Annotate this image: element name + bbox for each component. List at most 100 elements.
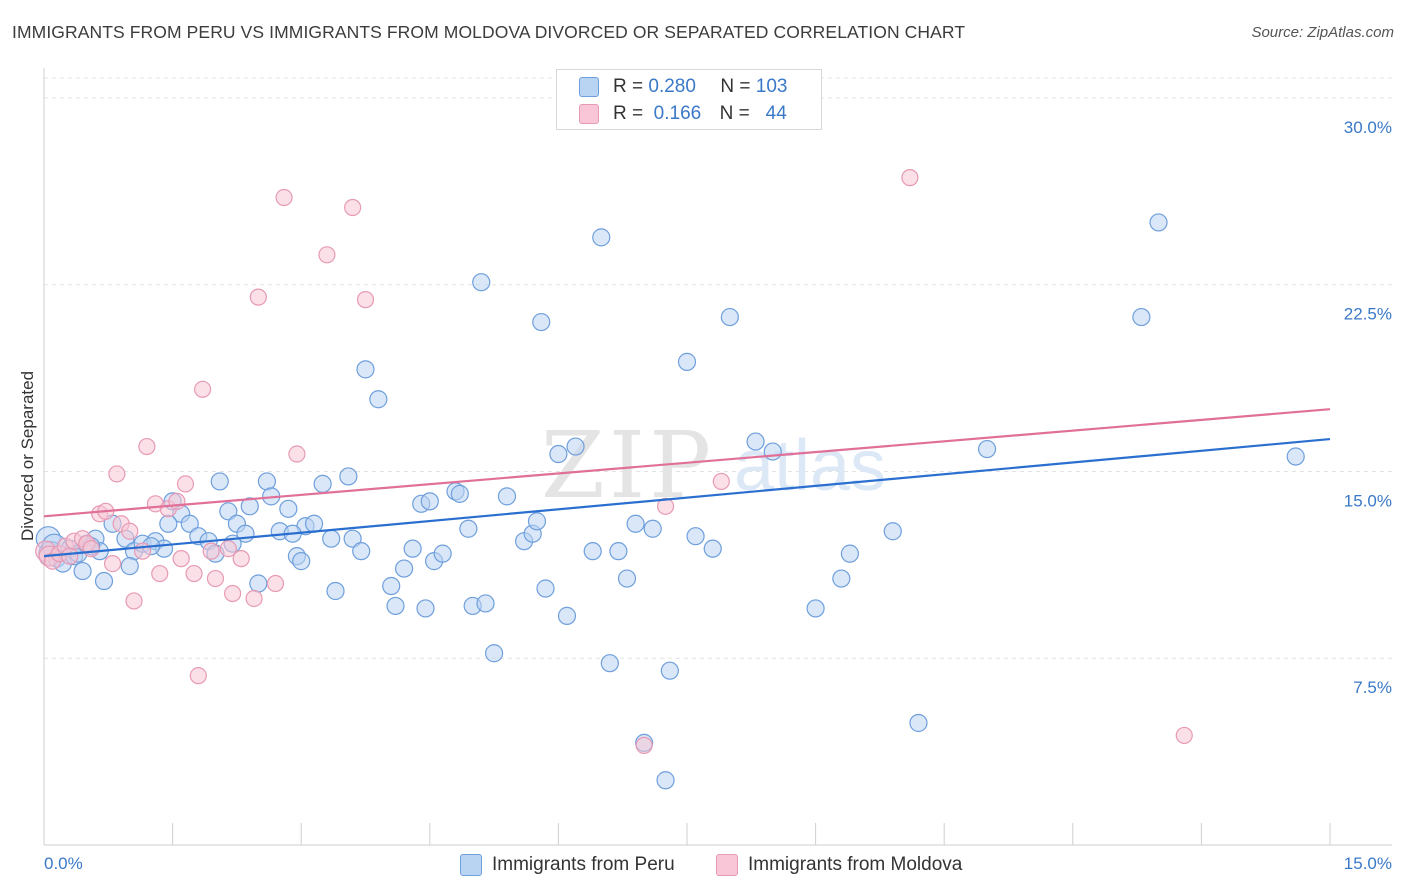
peru-point: [180, 514, 199, 533]
peru-point: [656, 771, 675, 790]
moldova-point: [194, 380, 212, 398]
peru-point: [536, 579, 555, 598]
moldova-point: [168, 492, 186, 510]
peru-point: [339, 467, 358, 486]
x-tick-label: 15.0%: [1344, 854, 1392, 873]
peru-legend-label: Immigrants from Peru: [492, 854, 675, 875]
moldova-point: [712, 472, 730, 491]
peru-point: [806, 599, 825, 618]
peru-point: [485, 644, 504, 663]
peru-point: [416, 599, 435, 618]
peru-point: [549, 444, 568, 464]
moldova-point: [138, 437, 156, 456]
peru-point: [1132, 307, 1151, 327]
peru-point: [433, 544, 452, 563]
peru-point: [257, 472, 277, 491]
peru-points: [35, 213, 1305, 790]
peru-point: [660, 661, 679, 680]
grid-lines: [44, 77, 1392, 659]
moldova-point: [176, 475, 195, 493]
peru-point: [832, 569, 851, 588]
peru-point: [292, 552, 311, 571]
moldova-point: [103, 555, 122, 573]
legend-item-moldova: Immigrants from Moldova: [716, 852, 962, 878]
source-credit: Source: ZipAtlas.com: [1251, 24, 1394, 41]
legend-row-moldova: R = 0.166 N = 44: [579, 102, 787, 126]
moldova-r-value: 0.166: [653, 103, 702, 124]
peru-point: [643, 519, 662, 538]
correlation-legend: R = 0.280 N = 103 R = 0.166 N = 44: [556, 69, 822, 130]
peru-point: [343, 529, 362, 548]
peru-point: [746, 432, 765, 451]
peru-point: [557, 606, 577, 625]
moldova-point: [185, 564, 203, 583]
x-tick-label: 0.0%: [44, 854, 83, 873]
peru-r-value: 0.280: [648, 76, 696, 97]
peru-point: [326, 581, 345, 601]
peru-point: [497, 487, 517, 506]
peru-point: [609, 542, 628, 561]
peru-point: [356, 360, 375, 379]
moldova-legend-swatch: [716, 854, 738, 876]
peru-point: [240, 497, 259, 516]
peru-point: [1149, 213, 1168, 232]
axes: [43, 68, 1392, 846]
moldova-point: [1175, 726, 1193, 745]
peru-point: [1286, 447, 1305, 466]
peru-point: [210, 472, 229, 491]
peru-point: [73, 561, 92, 581]
peru-point: [219, 502, 238, 521]
moldova-point: [275, 188, 293, 207]
moldova-point: [189, 667, 207, 685]
peru-point: [532, 312, 551, 332]
peru-point: [677, 352, 697, 371]
peru-point: [382, 576, 401, 596]
r-label: R =: [613, 103, 644, 124]
peru-swatch: [579, 77, 599, 97]
moldova-point: [108, 465, 126, 483]
n-label: N =: [719, 103, 750, 124]
y-tick-label: 22.5%: [1344, 305, 1392, 324]
peru-point: [883, 522, 902, 541]
n-label: N =: [720, 76, 751, 97]
r-label: R =: [613, 76, 644, 97]
peru-point: [909, 713, 928, 733]
moldova-point: [344, 198, 362, 217]
moldova-point: [232, 550, 250, 568]
moldova-point: [82, 540, 100, 558]
moldova-point: [245, 589, 263, 608]
moldova-point: [206, 569, 225, 588]
y-tick-label: 7.5%: [1353, 678, 1392, 697]
peru-legend-swatch: [460, 854, 482, 876]
peru-point: [617, 569, 637, 588]
peru-point: [322, 529, 341, 548]
peru-trend-line: [43, 437, 1331, 558]
watermark: ZIP atlas: [541, 412, 886, 519]
peru-point: [703, 539, 722, 558]
moldova-point: [224, 584, 242, 603]
moldova-point: [249, 288, 267, 306]
moldova-point: [318, 246, 336, 264]
moldova-point: [901, 169, 919, 187]
moldova-point: [61, 547, 79, 565]
peru-point: [592, 228, 611, 247]
moldova-point: [356, 291, 375, 309]
moldova-point: [202, 542, 220, 560]
moldova-point: [266, 574, 285, 593]
moldova-point: [656, 497, 675, 515]
moldova-point: [219, 540, 237, 558]
peru-point: [763, 442, 782, 461]
peru-point: [626, 514, 645, 533]
trend-lines: [43, 408, 1331, 558]
peru-point: [94, 571, 114, 591]
peru-point: [527, 512, 547, 531]
legend-row-peru: R = 0.280 N = 103: [579, 75, 787, 99]
peru-point: [450, 484, 469, 503]
moldova-point: [121, 522, 139, 540]
moldova-points: [35, 169, 1193, 754]
y-axis-title: Divorced or Separated: [18, 370, 37, 542]
moldova-n-value: 44: [765, 103, 787, 124]
peru-point: [566, 437, 585, 456]
y-tick-label: 15.0%: [1344, 491, 1392, 510]
